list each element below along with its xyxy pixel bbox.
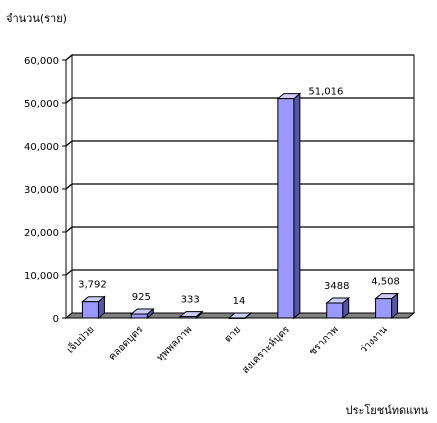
bar-front <box>277 98 295 319</box>
bar-front <box>81 301 99 319</box>
bar <box>325 296 351 320</box>
y-tick-label: 0 <box>53 314 59 325</box>
y-tick-label: 50,000 <box>24 99 59 110</box>
data-label: 4,508 <box>371 277 400 288</box>
bar <box>129 307 155 320</box>
y-axis-label: จำนวน(ราย) <box>6 12 67 25</box>
x-tick-label: ตาย <box>223 324 243 344</box>
bar <box>276 92 302 320</box>
gridline <box>65 140 414 147</box>
x-tick-label: ว่างงาน <box>358 324 390 356</box>
gridline <box>65 54 414 61</box>
y-tick-label: 10,000 <box>24 271 59 282</box>
data-label: 14 <box>233 296 246 307</box>
gridline <box>65 226 414 233</box>
x-tick-label: ทุพพลภาพ <box>155 324 194 363</box>
data-label: 333 <box>181 295 200 306</box>
gridline <box>65 97 414 104</box>
data-label: 3488 <box>324 281 349 292</box>
gridline <box>65 269 414 276</box>
gridline <box>65 183 414 190</box>
x-tick-label: เจ็บป่วย <box>63 322 97 356</box>
data-label: 925 <box>132 292 151 303</box>
bar <box>81 295 106 320</box>
bar-front <box>375 298 393 319</box>
y-tick-label: 30,000 <box>24 185 59 196</box>
bar-front <box>130 313 148 319</box>
bar-side <box>293 92 301 320</box>
y-tick-label: 60,000 <box>24 56 59 67</box>
y-tick-label: 20,000 <box>24 228 59 239</box>
x-axis-label: ประโยชน์ทดแทน <box>346 403 429 417</box>
data-label: 51,016 <box>308 87 343 98</box>
bar <box>374 292 399 320</box>
y-tick-label: 40,000 <box>24 142 59 153</box>
bar-front <box>326 302 344 319</box>
x-tick-label: คลอดบุตร <box>107 324 146 363</box>
x-tick-label: สงเคราะห์บุตร <box>239 323 292 376</box>
data-label: 3,792 <box>78 280 107 291</box>
x-tick-label: ชราภาพ <box>307 324 341 358</box>
